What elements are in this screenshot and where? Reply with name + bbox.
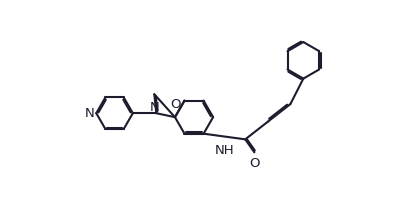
- Text: O: O: [170, 98, 181, 111]
- Text: N: N: [85, 107, 94, 120]
- Text: NH: NH: [215, 144, 234, 157]
- Text: N: N: [150, 101, 160, 114]
- Text: O: O: [250, 157, 260, 170]
